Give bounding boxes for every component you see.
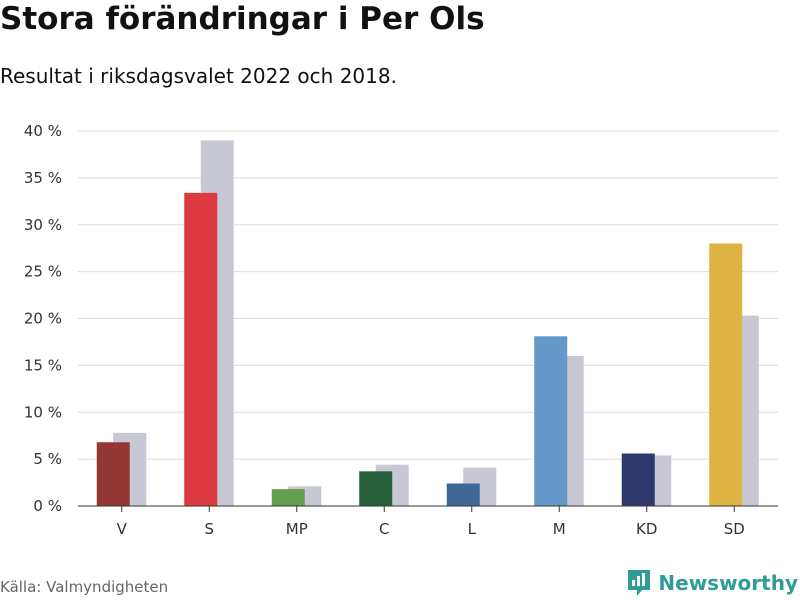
y-tick-label: 35 % xyxy=(24,169,62,187)
x-tick-label: L xyxy=(468,520,477,538)
source-note: Källa: Valmyndigheten xyxy=(0,578,169,596)
y-tick-label: 25 % xyxy=(24,263,62,281)
y-tick-label: 30 % xyxy=(24,216,62,234)
brand-logo[interactable]: Newsworthy xyxy=(626,566,798,600)
y-tick-label: 5 % xyxy=(33,450,62,468)
bar-2022-m xyxy=(534,336,568,506)
y-tick-label: 15 % xyxy=(24,356,62,374)
bar-chart: 0 % 5 % 10 % 15 % 20 % 25 % 30 % 35 % 40 % V S MP C… xyxy=(24,122,778,538)
x-tick-label: KD xyxy=(636,520,657,538)
y-tick-label: 20 % xyxy=(24,310,62,328)
bar-2022-kd xyxy=(621,453,655,506)
bar-2022-s xyxy=(184,192,218,506)
chart-title: Stora förändringar i Per Ols xyxy=(0,1,485,37)
y-tick-label: 40 % xyxy=(24,122,62,140)
y-axis: 0 % 5 % 10 % 15 % 20 % 25 % 30 % 35 % 40 % xyxy=(24,122,62,515)
x-tick-label: M xyxy=(553,520,566,538)
newsworthy-logo-icon xyxy=(628,570,651,596)
x-tick-label: V xyxy=(117,520,128,538)
bar-2022-v xyxy=(96,442,130,506)
bar-2022-sd xyxy=(709,243,743,506)
gridlines xyxy=(78,130,778,460)
bars xyxy=(96,140,759,506)
y-tick-label: 10 % xyxy=(24,403,62,421)
x-axis: V S MP C L M KD SD xyxy=(78,505,778,538)
x-tick-label: SD xyxy=(724,520,745,538)
x-tick-label: S xyxy=(204,520,214,538)
y-tick-label: 0 % xyxy=(33,497,62,515)
brand-name: Newsworthy xyxy=(658,571,798,595)
bar-2022-mp xyxy=(271,489,305,506)
x-tick-label: C xyxy=(379,520,389,538)
bar-2022-l xyxy=(446,483,480,506)
x-tick-label: MP xyxy=(286,520,308,538)
chart-subtitle: Resultat i riksdagsvalet 2022 och 2018. xyxy=(0,64,397,88)
bar-2022-c xyxy=(359,471,393,506)
